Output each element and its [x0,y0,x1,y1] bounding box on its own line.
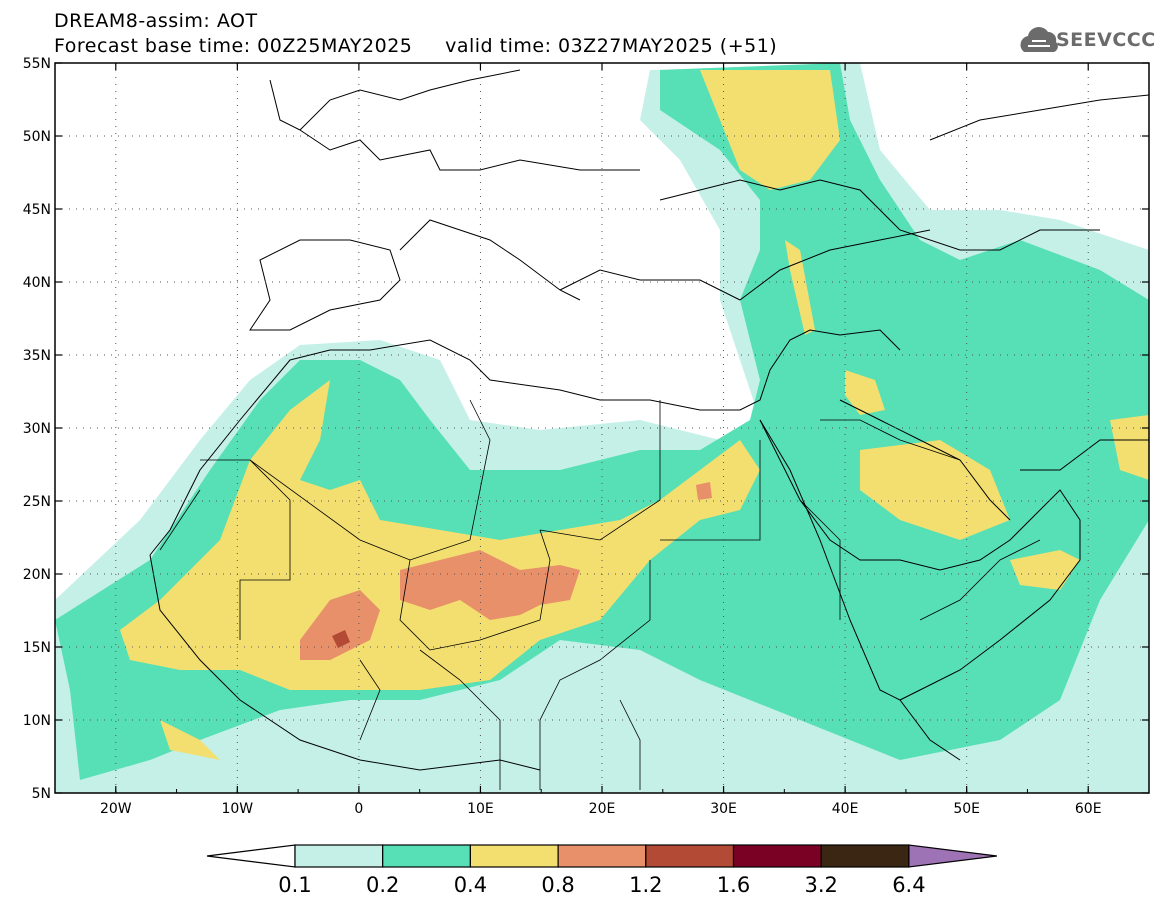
colorbar [206,844,997,868]
colorbar-label: 0.2 [365,873,400,897]
lon-label: 20W [100,801,132,817]
lat-label: 45N [23,202,51,218]
colorbar-label: 6.4 [892,873,926,897]
colorbar-box [820,844,910,868]
aot-level-1.2 [332,630,350,648]
graticule [55,63,1149,793]
colorbar-label: 0.8 [541,873,575,897]
lat-label: 30N [23,421,51,437]
coastlines [149,69,1149,771]
borders [159,399,1041,790]
lon-label: 30E [710,801,737,817]
colorbar-box [645,844,735,868]
lat-label: 55N [23,56,51,72]
valid-time-label: valid time: 03Z27MAY2025 (+51) [445,35,778,57]
lat-label: 20N [23,567,51,583]
colorbar-box [469,844,559,868]
lat-label: 25N [23,494,51,510]
lat-label: 35N [23,348,51,364]
colorbar-box [557,844,647,868]
lat-label: 40N [23,275,51,291]
lon-label: 20E [589,801,616,817]
time-info: Forecast base time: 00Z25MAY2025 valid t… [54,35,777,57]
lon-label: 50E [953,801,980,817]
aot-level-0.8 [300,482,712,660]
logo-text: SEEVCCC [1056,29,1156,51]
colorbar-box [732,844,822,868]
colorbar-min-triangle [206,844,296,868]
lat-label: 50N [23,129,51,145]
lon-label: 10E [467,801,494,817]
colorbar-box [382,844,472,868]
colorbar-label: 0.4 [453,873,488,897]
base-time-label: Forecast base time: 00Z25MAY2025 [54,35,413,57]
colorbar-box [294,844,384,868]
colorbar-max-triangle [908,844,997,868]
chart-title: DREAM8-assim: AOT [54,10,258,32]
colorbar-label: 0.1 [278,873,312,897]
axis-ticks: 55N 50N 45N 40N 35N 30N 25N 20N 15N 10N 5N 20W 10W 0 1… [23,56,1150,817]
lat-label: 5N [32,786,51,802]
cloud-icon [1020,27,1058,52]
lat-label: 10N [23,713,51,729]
colorbar-label: 1.6 [716,873,751,897]
aot-level-0.4 [120,70,1149,760]
colorbar-label: 3.2 [804,873,838,897]
lon-label: 40E [832,801,859,817]
lon-label: 60E [1075,801,1102,817]
colorbar-label: 1.2 [629,873,663,897]
lon-label: 0 [354,801,363,817]
lat-label: 15N [23,640,51,656]
lon-label: 10W [221,801,253,817]
